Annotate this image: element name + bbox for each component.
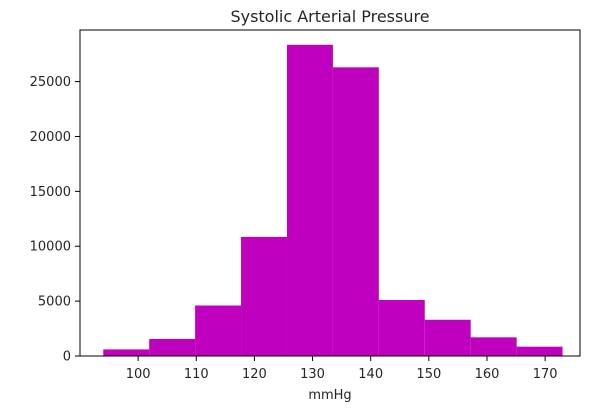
histogram-bar: [149, 338, 196, 356]
histogram-bar: [378, 300, 425, 356]
histogram-bar: [103, 349, 150, 356]
x-tick-label: 160: [475, 367, 500, 382]
y-tick-label: 0: [63, 350, 71, 365]
histogram-bar: [286, 44, 333, 357]
x-axis-title: mmHg: [308, 388, 351, 403]
y-tick-label: 15000: [30, 185, 71, 200]
histogram-bar: [516, 346, 563, 356]
bars-layer: [103, 44, 563, 357]
histogram-bar: [195, 305, 242, 356]
x-tick-label: 170: [533, 367, 558, 382]
y-tick-label: 5000: [38, 295, 71, 310]
histogram-bar: [470, 337, 517, 356]
axes-layer: 0 5000 10000 15000 20000 25000 100 110 120 130 140…: [30, 29, 581, 382]
plot-frame: [79, 29, 581, 357]
chart-title: Systolic Arterial Pressure: [230, 7, 429, 26]
y-tick-label: 25000: [30, 75, 71, 90]
histogram-bar: [241, 236, 287, 356]
x-tick-label: 100: [126, 367, 151, 382]
x-tick-label: 110: [184, 367, 209, 382]
x-tick-label: 120: [242, 367, 267, 382]
y-tick-label: 10000: [30, 240, 71, 255]
x-tick-label: 130: [300, 367, 325, 382]
x-tick-label: 150: [416, 367, 441, 382]
histogram-bar: [332, 67, 379, 357]
histogram-bar: [424, 319, 471, 356]
x-tick-label: 140: [358, 367, 383, 382]
y-tick-label: 20000: [30, 130, 71, 145]
